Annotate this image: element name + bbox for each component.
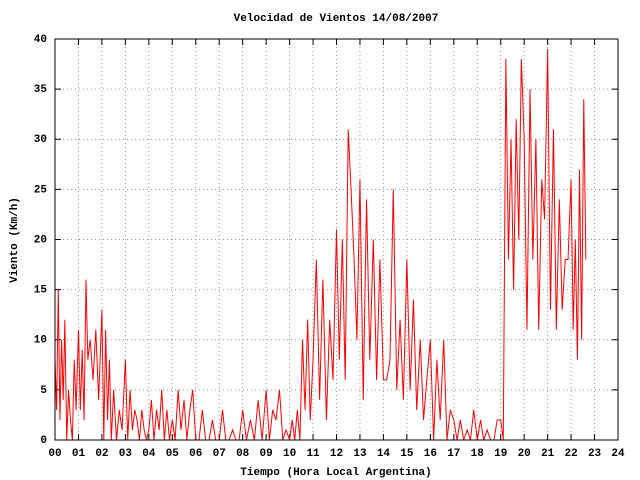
x-tick-label: 09 [260, 448, 273, 460]
x-tick-label: 22 [564, 448, 577, 460]
plot-frame [54, 38, 619, 441]
x-tick-label: 11 [306, 448, 320, 460]
y-tick-label: 15 [34, 285, 48, 297]
x-tick-label: 15 [400, 448, 414, 460]
x-tick-label: 13 [353, 448, 367, 460]
x-tick-label: 10 [283, 448, 296, 460]
x-axis-label: Tiempo (Hora Local Argentina) [240, 467, 431, 479]
x-tick-label: 20 [518, 448, 531, 460]
x-tick-label: 03 [119, 448, 133, 460]
y-tick-label: 30 [34, 134, 47, 146]
x-tick-label: 08 [236, 448, 250, 460]
y-tick-label: 0 [40, 435, 47, 447]
y-tick-label: 35 [34, 84, 48, 96]
chart-title: Velocidad de Vientos 14/08/2007 [234, 13, 439, 25]
x-tick-label: 18 [471, 448, 485, 460]
x-tick-label: 01 [72, 448, 86, 460]
x-tick-label: 16 [424, 448, 437, 460]
data-line [54, 49, 587, 441]
x-tick-label: 21 [541, 448, 555, 460]
y-tick-label: 10 [34, 335, 47, 347]
x-tick-label: 23 [588, 448, 602, 460]
x-tick-label: 14 [377, 448, 391, 460]
x-tick-label: 17 [447, 448, 460, 460]
x-tick-label: 04 [142, 448, 156, 460]
x-tick-label: 07 [213, 448, 226, 460]
y-tick-label: 25 [34, 184, 48, 196]
x-tick-label: 06 [189, 448, 202, 460]
x-tick-label: 12 [330, 448, 343, 460]
y-axis-label: Viento (Km/h) [9, 197, 21, 283]
y-tick-label: 5 [40, 385, 47, 397]
x-tick-label: 05 [166, 448, 180, 460]
x-tick-label: 24 [611, 448, 625, 460]
x-tick-label: 00 [48, 448, 61, 460]
x-tick-label: 02 [95, 448, 108, 460]
x-tick-label: 19 [494, 448, 507, 460]
y-tick-label: 40 [34, 34, 47, 46]
y-tick-label: 20 [34, 234, 47, 246]
